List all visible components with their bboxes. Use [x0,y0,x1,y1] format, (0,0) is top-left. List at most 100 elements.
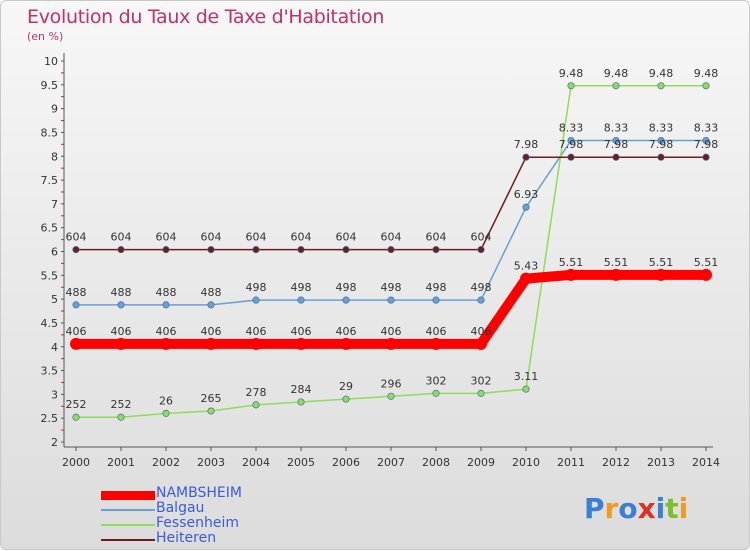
legend-swatch [101,490,155,500]
data-point [385,337,397,350]
data-point [432,389,440,397]
data-point [702,136,710,145]
data-label: 406 [66,325,87,338]
data-point [475,337,487,350]
data-label: 498 [246,281,267,294]
data-point [252,296,260,304]
data-label: 498 [336,281,357,294]
x-tick-label: 2000 [62,456,90,469]
data-point [342,296,350,304]
data-point [387,246,395,254]
data-point [565,268,577,281]
data-point [657,136,665,145]
data-point [657,82,665,90]
data-point [520,272,532,285]
x-tick-label: 2007 [377,456,405,469]
data-label: 296 [381,377,402,390]
y-tick-label: 8 [51,150,58,163]
data-label: 604 [426,231,447,244]
y-tick-label: 3 [51,388,58,401]
x-tick-label: 2002 [152,456,180,469]
x-tick-label: 2010 [512,456,540,469]
data-point [522,153,530,161]
data-point [72,246,80,254]
data-point [612,153,620,161]
data-point [297,296,305,304]
data-label: 5.51 [559,256,584,269]
data-label: 7.98 [559,138,584,151]
data-point [207,301,215,309]
data-point [702,82,710,90]
data-label: 488 [66,286,87,299]
data-point [567,82,575,90]
data-label: 488 [201,286,222,299]
data-point [205,337,217,350]
data-label: 488 [111,286,132,299]
data-point [612,136,620,145]
legend-label: NAMBSHEIM [156,485,242,501]
data-point [297,398,305,406]
data-point [117,413,125,421]
data-label: 26 [159,394,173,407]
y-tick-label: 3.5 [41,365,59,378]
data-label: 604 [111,231,132,244]
data-point [477,296,485,304]
data-point [340,337,352,350]
y-tick-label: 4 [51,341,58,354]
data-label: 498 [471,281,492,294]
data-label: 406 [201,325,222,338]
data-point [477,246,485,254]
data-point [160,337,172,350]
x-tick-label: 2001 [107,456,135,469]
x-tick-label: 2003 [197,456,225,469]
data-label: 302 [426,374,447,387]
data-label: 252 [111,398,132,411]
data-label: 498 [381,281,402,294]
data-point [117,246,125,254]
data-label: 406 [426,325,447,338]
y-tick-label: 10 [44,55,58,68]
data-point [342,395,350,403]
x-tick-label: 2013 [647,456,675,469]
y-tick-label: 2 [51,436,58,449]
data-point [612,82,620,90]
data-point [252,246,260,254]
data-label: 604 [201,231,222,244]
y-tick-label: 4.5 [41,317,59,330]
data-label: 9.48 [694,67,719,80]
data-point [252,401,260,409]
y-tick-label: 6.5 [41,222,59,235]
data-label: 7.98 [649,138,674,151]
data-point [207,246,215,254]
data-point [72,301,80,309]
data-point [162,246,170,254]
data-point [432,246,440,254]
x-tick-label: 2006 [332,456,360,469]
y-tick-label: 2.5 [41,412,59,425]
data-label: 604 [66,231,87,244]
data-label: 498 [426,281,447,294]
x-tick-label: 2012 [602,456,630,469]
data-point [342,246,350,254]
data-point [702,153,710,161]
data-label: 604 [381,231,402,244]
data-point [522,203,530,211]
data-label: 406 [156,325,177,338]
legend-label: Heiteren [156,530,217,546]
data-label: 6.93 [514,188,539,201]
data-label: 5.51 [694,256,719,269]
data-point [432,296,440,304]
x-tick-label: 2014 [692,456,720,469]
data-point [297,246,305,254]
chart-unit-label: (en %) [27,30,64,43]
data-point [70,337,82,350]
y-tick-label: 7 [51,198,58,211]
data-label: 5.51 [604,256,629,269]
data-point [655,268,667,281]
x-tick-label: 2011 [557,456,585,469]
data-point [522,385,530,393]
data-label: 604 [246,231,267,244]
data-label: 406 [336,325,357,338]
